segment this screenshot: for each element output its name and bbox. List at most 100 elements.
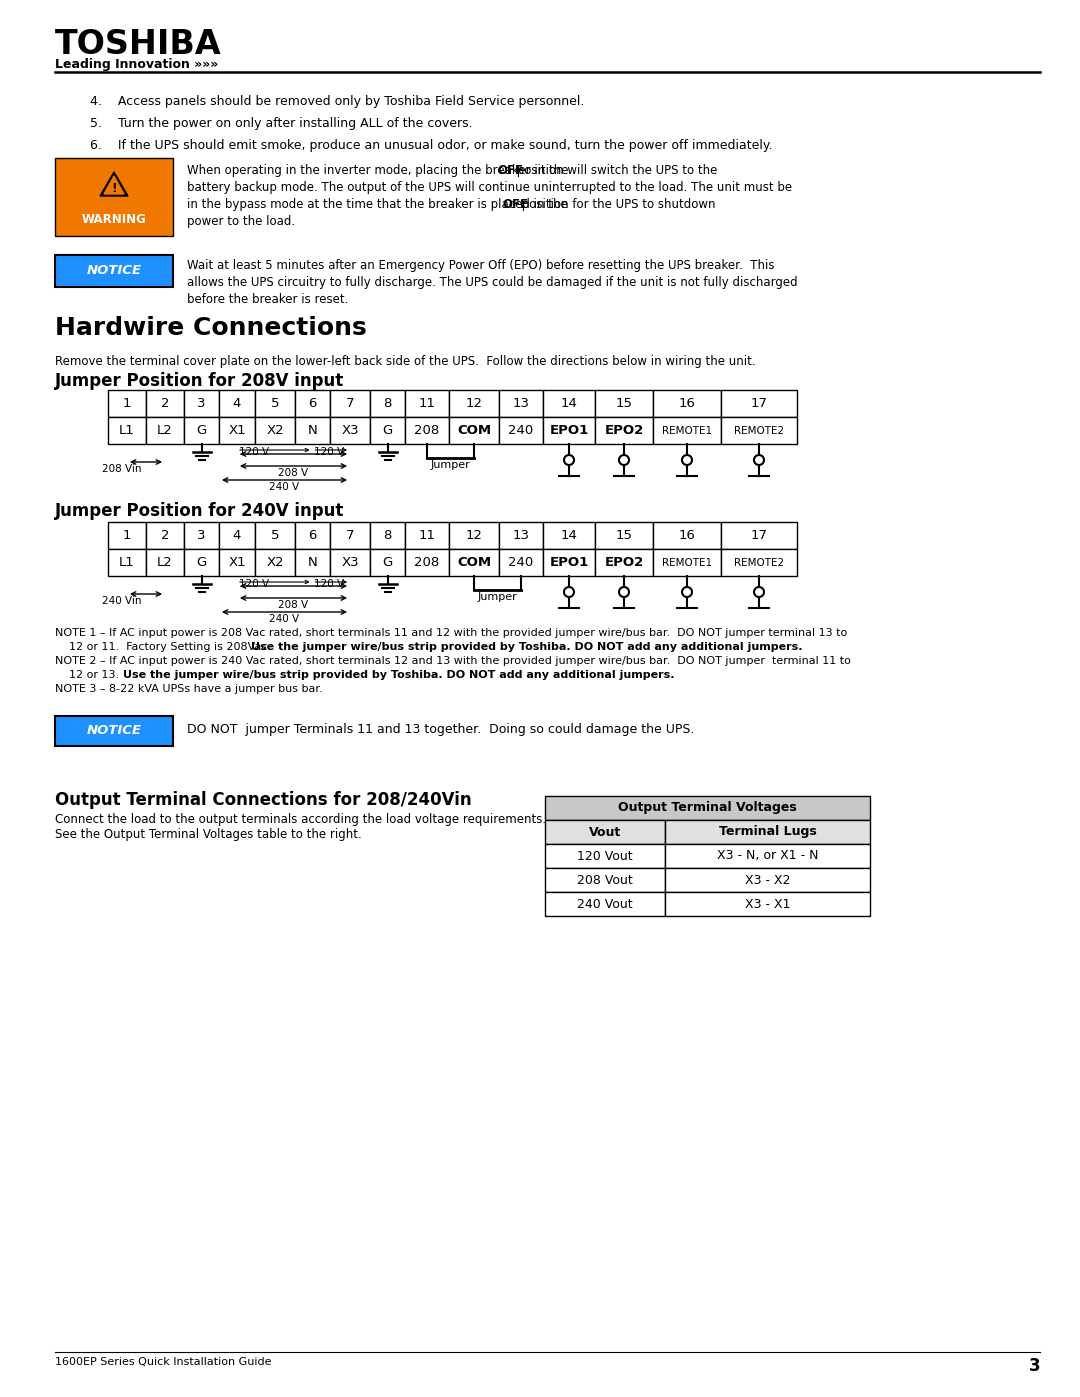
- Bar: [295, 522, 330, 549]
- Text: 15: 15: [616, 529, 633, 542]
- Text: 8: 8: [383, 397, 392, 409]
- Text: Hardwire Connections: Hardwire Connections: [55, 316, 367, 339]
- Text: N: N: [308, 425, 318, 437]
- Text: 3: 3: [198, 397, 206, 409]
- Text: DO NOT  jumper Terminals 11 and 13 together.  Doing so could damage the UPS.: DO NOT jumper Terminals 11 and 13 togeth…: [187, 724, 694, 736]
- Bar: [330, 549, 370, 576]
- Text: 120 V: 120 V: [239, 447, 269, 457]
- Text: Output Terminal Voltages: Output Terminal Voltages: [618, 802, 797, 814]
- Bar: [146, 522, 184, 549]
- Text: Use the jumper wire/bus strip provided by Toshiba. DO NOT add any additional jum: Use the jumper wire/bus strip provided b…: [251, 643, 802, 652]
- Text: 17: 17: [751, 397, 768, 409]
- Text: Vout: Vout: [589, 826, 621, 838]
- Bar: [146, 390, 184, 416]
- Text: 1600EP Series Quick Installation Guide: 1600EP Series Quick Installation Guide: [55, 1356, 271, 1368]
- Text: NOTICE: NOTICE: [86, 264, 141, 278]
- Bar: [330, 416, 370, 444]
- Text: G: G: [382, 556, 393, 569]
- Text: Jumper: Jumper: [431, 460, 471, 469]
- Text: NOTE 1 – If AC input power is 208 Vac rated, short terminals 11 and 12 with the : NOTE 1 – If AC input power is 208 Vac ra…: [55, 629, 847, 638]
- Bar: [545, 796, 870, 820]
- Bar: [499, 416, 543, 444]
- Bar: [595, 416, 653, 444]
- Text: EPO1: EPO1: [550, 556, 589, 569]
- Bar: [595, 549, 653, 576]
- Text: 15: 15: [616, 397, 633, 409]
- Bar: [543, 522, 595, 549]
- Bar: [184, 522, 219, 549]
- Bar: [184, 416, 219, 444]
- Text: 14: 14: [561, 397, 578, 409]
- Bar: [721, 522, 797, 549]
- Text: N: N: [308, 556, 318, 569]
- Text: 5: 5: [271, 529, 280, 542]
- Text: L1: L1: [119, 425, 135, 437]
- Text: 4: 4: [233, 397, 241, 409]
- Circle shape: [564, 455, 573, 465]
- Text: 240: 240: [509, 556, 534, 569]
- Bar: [108, 416, 146, 444]
- Bar: [449, 390, 499, 416]
- Bar: [55, 158, 173, 236]
- Text: position for the UPS to shutdown: position for the UPS to shutdown: [517, 198, 715, 211]
- Bar: [665, 868, 870, 893]
- Text: EPO1: EPO1: [550, 425, 589, 437]
- Text: NOTE 3 – 8-22 kVA UPSs have a jumper bus bar.: NOTE 3 – 8-22 kVA UPSs have a jumper bus…: [55, 685, 323, 694]
- Bar: [499, 522, 543, 549]
- Bar: [184, 390, 219, 416]
- Bar: [295, 390, 330, 416]
- Text: See the Output Terminal Voltages table to the right.: See the Output Terminal Voltages table t…: [55, 828, 362, 841]
- Text: REMOTE2: REMOTE2: [734, 557, 784, 567]
- Text: G: G: [197, 425, 206, 437]
- Text: 7: 7: [346, 397, 354, 409]
- Text: 17: 17: [751, 529, 768, 542]
- Text: 12 or 13.: 12 or 13.: [55, 671, 126, 680]
- Text: 2: 2: [161, 397, 170, 409]
- Bar: [184, 549, 219, 576]
- Text: X3: X3: [341, 425, 359, 437]
- Circle shape: [564, 587, 573, 597]
- Text: 208 Vin: 208 Vin: [103, 464, 141, 474]
- Text: Use the jumper wire/bus strip provided by Toshiba. DO NOT add any additional jum: Use the jumper wire/bus strip provided b…: [123, 671, 675, 680]
- Text: 1: 1: [123, 397, 132, 409]
- Text: Jumper Position for 240V input: Jumper Position for 240V input: [55, 502, 345, 520]
- Text: Connect the load to the output terminals according the load voltage requirements: Connect the load to the output terminals…: [55, 813, 546, 826]
- Bar: [665, 820, 870, 844]
- Bar: [595, 522, 653, 549]
- Text: 3: 3: [198, 529, 206, 542]
- Bar: [405, 390, 449, 416]
- Text: COM: COM: [457, 556, 491, 569]
- Text: in the bypass mode at the time that the breaker is placed in the: in the bypass mode at the time that the …: [187, 198, 571, 211]
- Text: 2: 2: [161, 529, 170, 542]
- Text: X1: X1: [228, 556, 246, 569]
- Text: 13: 13: [513, 397, 529, 409]
- Bar: [146, 549, 184, 576]
- Text: 11: 11: [419, 397, 435, 409]
- Text: battery backup mode. The output of the UPS will continue uninterrupted to the lo: battery backup mode. The output of the U…: [187, 182, 792, 194]
- Text: X3 - X2: X3 - X2: [745, 873, 791, 887]
- Text: 208 V: 208 V: [279, 599, 309, 610]
- Text: 120 V: 120 V: [314, 447, 345, 457]
- Text: Jumper: Jumper: [477, 592, 517, 602]
- Text: 240 Vout: 240 Vout: [577, 897, 633, 911]
- Bar: [219, 416, 255, 444]
- Bar: [449, 522, 499, 549]
- Circle shape: [681, 455, 692, 465]
- Text: 7: 7: [346, 529, 354, 542]
- Polygon shape: [100, 172, 129, 196]
- Bar: [108, 522, 146, 549]
- Text: allows the UPS circuitry to fully discharge. The UPS could be damaged if the uni: allows the UPS circuitry to fully discha…: [187, 277, 798, 289]
- Text: 120 Vout: 120 Vout: [577, 849, 633, 862]
- Text: X2: X2: [266, 556, 284, 569]
- Bar: [545, 893, 665, 916]
- Text: 12: 12: [465, 529, 483, 542]
- Text: X3 - N, or X1 - N: X3 - N, or X1 - N: [717, 849, 819, 862]
- Bar: [543, 416, 595, 444]
- Bar: [108, 549, 146, 576]
- Bar: [295, 416, 330, 444]
- Bar: [543, 549, 595, 576]
- Bar: [330, 522, 370, 549]
- Circle shape: [681, 587, 692, 597]
- Text: L1: L1: [119, 556, 135, 569]
- Text: Output Terminal Connections for 208/240Vin: Output Terminal Connections for 208/240V…: [55, 791, 472, 809]
